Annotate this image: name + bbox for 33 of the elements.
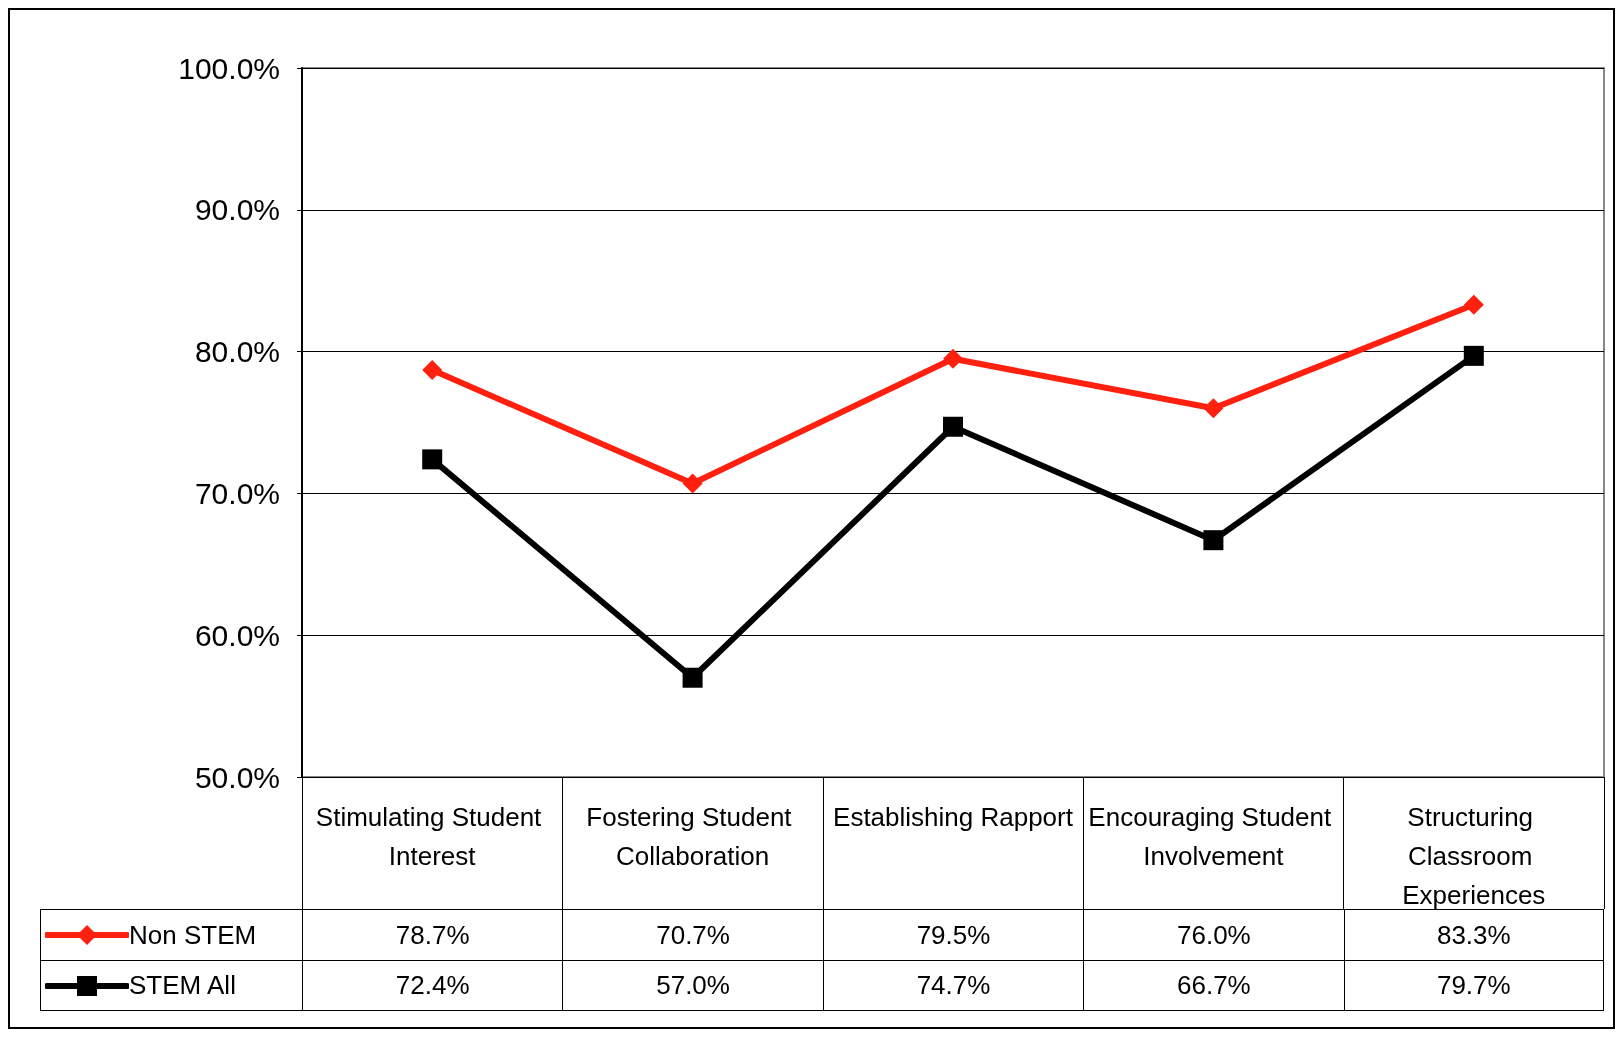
x-tick-label: Structuring Classroom Experiences [1402,801,1546,910]
data-label: 79.5% [916,919,991,951]
data-label: 66.7% [1177,970,1251,1001]
data-label: 78.7% [395,919,470,951]
y-tick-label: 60.0% [194,618,280,652]
point [1203,398,1224,419]
data-label: 57.0% [656,970,730,1001]
data-label: 70.7% [656,919,730,951]
x-tick-label: Establishing Rapport [833,801,1074,832]
data-label: 72.4% [395,970,470,1001]
y-tick-label: 90.0% [194,193,280,227]
point [422,360,443,381]
legend-label: Non STEM [129,919,257,951]
point [943,416,963,437]
point [1203,530,1224,551]
x-tick-label: Stimulating Student Interest [315,801,549,871]
data-label: 76.0% [1177,919,1251,951]
legend-label: STEM All [129,970,236,1001]
point [682,473,703,494]
x-tick-label: Fostering Student Collaboration [586,801,799,871]
point [1463,345,1484,366]
y-tick-label: 70.0% [194,476,280,510]
data-label: 83.3% [1436,919,1511,951]
point [422,449,443,470]
y-tick-label: 50.0% [194,760,280,794]
point [943,348,963,369]
x-tick-label: Encouraging Student Involvement [1088,801,1339,871]
y-tick-label: 80.0% [194,335,280,369]
data-label: 79.7% [1436,970,1511,1001]
data-label: 74.7% [916,970,991,1001]
point [682,667,703,688]
point [1463,294,1484,315]
y-tick-label: 100.0% [178,51,280,85]
